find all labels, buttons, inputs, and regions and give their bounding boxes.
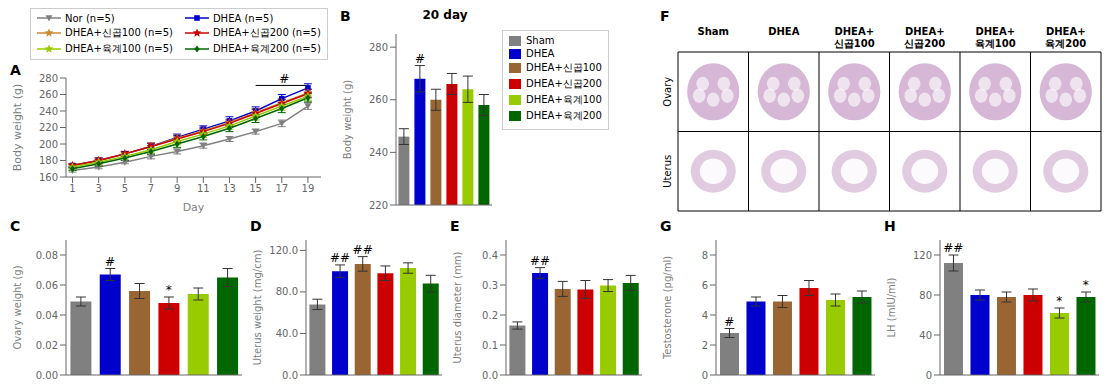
svg-text:0: 0 (926, 370, 932, 381)
svg-text:240: 240 (369, 147, 388, 158)
svg-text:160: 160 (39, 172, 58, 183)
html-text:20 day: 20 day (422, 8, 468, 22)
svg-text:0.06: 0.06 (36, 280, 58, 291)
svg-text:DHEA+육계100: DHEA+육계100 (975, 26, 1016, 49)
svg-text:DHEA+신곱100: DHEA+신곱100 (834, 26, 875, 49)
html-text:DHEA+육계100 (n=5): DHEA+육계100 (n=5) (65, 43, 173, 54)
svg-text:9: 9 (174, 183, 180, 194)
svg-text:#: # (415, 52, 425, 66)
svg-text:40: 40 (919, 330, 932, 341)
html-text:DHEA+신곱100 (n=5): DHEA+신곱100 (n=5) (65, 27, 173, 38)
html-text:F: F (660, 8, 670, 24)
svg-text:##: ## (330, 251, 350, 265)
svg-text:Testosterone (pg/ml): Testosterone (pg/ml) (662, 256, 673, 360)
svg-text:220: 220 (39, 122, 58, 133)
html-text:DHEA+육계100: DHEA+육계100 (526, 94, 602, 105)
svg-text:DHEA+신곱200: DHEA+신곱200 (904, 26, 945, 49)
html-text:B: B (340, 8, 351, 24)
svg-text:0.3: 0.3 (482, 280, 498, 291)
svg-text:Day: Day (183, 201, 205, 213)
svg-text:200: 200 (39, 139, 58, 150)
html-text:DHEA+신곱200 (n=5): DHEA+신곱200 (n=5) (212, 27, 321, 38)
svg-text:180: 180 (39, 155, 58, 166)
svg-text:3: 3 (96, 183, 102, 194)
svg-text:280: 280 (369, 42, 388, 53)
svg-text:0.04: 0.04 (36, 310, 58, 321)
svg-text:##: ## (353, 243, 373, 257)
svg-text:Uterus: Uterus (662, 155, 673, 188)
svg-text:##: ## (530, 254, 550, 268)
svg-text:2: 2 (702, 340, 708, 351)
svg-text:DHEA+육계200: DHEA+육계200 (1045, 26, 1086, 49)
svg-text:260: 260 (369, 94, 388, 105)
html-text:DHEA+육계200: DHEA+육계200 (526, 110, 602, 121)
svg-text:0.0: 0.0 (482, 370, 498, 381)
svg-text:Uterus weight (mg/cm): Uterus weight (mg/cm) (252, 250, 263, 366)
html-text:DHEA+육계200 (n=5): DHEA+육계200 (n=5) (212, 43, 321, 54)
svg-text:LH (mIU/ml): LH (mIU/ml) (886, 277, 897, 337)
svg-text:Sham: Sham (698, 26, 730, 37)
svg-text:0.0: 0.0 (282, 370, 298, 381)
svg-text:13: 13 (223, 183, 236, 194)
html-text:C: C (10, 218, 21, 234)
html-text:E: E (450, 218, 460, 234)
svg-text:DHEA: DHEA (768, 26, 800, 37)
svg-text:40.0: 40.0 (276, 328, 298, 339)
svg-text:280: 280 (39, 73, 58, 84)
html-text:A: A (10, 62, 21, 78)
svg-text:15: 15 (249, 183, 262, 194)
svg-text:Body weight (g): Body weight (g) (342, 80, 353, 160)
svg-text:260: 260 (39, 89, 58, 100)
svg-text:Ovary: Ovary (662, 77, 673, 107)
html-text:DHEA+신곱100: DHEA+신곱100 (526, 62, 602, 73)
svg-text:1: 1 (69, 183, 75, 194)
svg-text:#: # (279, 72, 289, 86)
html-text:G: G (660, 218, 672, 234)
svg-text:8: 8 (702, 250, 708, 261)
svg-text:0: 0 (702, 370, 708, 381)
svg-text:240: 240 (39, 106, 58, 117)
svg-text:120: 120 (913, 250, 932, 261)
svg-text:11: 11 (197, 183, 210, 194)
svg-text:#: # (724, 315, 734, 329)
svg-text:80.0: 80.0 (276, 286, 298, 297)
svg-text:*: * (166, 283, 172, 297)
html-text:Sham: Sham (526, 35, 555, 46)
svg-text:0.1: 0.1 (482, 340, 498, 351)
svg-text:17: 17 (275, 183, 288, 194)
svg-text:19: 19 (302, 183, 315, 194)
svg-text:Body weight (g): Body weight (g) (11, 84, 24, 171)
svg-text:0.4: 0.4 (482, 250, 498, 261)
svg-text:120.0: 120.0 (269, 245, 298, 256)
svg-text:#: # (105, 255, 115, 269)
svg-text:4: 4 (702, 310, 708, 321)
svg-text:0.02: 0.02 (36, 340, 58, 351)
html-text:H: H (884, 218, 896, 234)
svg-text:80: 80 (919, 290, 932, 301)
svg-text:##: ## (943, 241, 963, 255)
svg-text:0.08: 0.08 (36, 250, 58, 261)
svg-text:Uterus diameter (mm): Uterus diameter (mm) (452, 251, 463, 363)
svg-text:0.00: 0.00 (36, 370, 58, 381)
html-text:DHEA (n=5): DHEA (n=5) (212, 12, 274, 24)
svg-text:7: 7 (148, 183, 154, 194)
svg-text:Ovary weight (g): Ovary weight (g) (12, 265, 23, 349)
svg-text:6: 6 (702, 280, 708, 291)
html-text:Nor (n=5): Nor (n=5) (65, 12, 115, 24)
svg-text:*: * (1056, 294, 1062, 308)
html-text:DHEA+신곱200: DHEA+신곱200 (526, 78, 602, 89)
html-text:DHEA: DHEA (526, 48, 555, 59)
svg-text:0.2: 0.2 (482, 310, 498, 321)
svg-text:5: 5 (122, 183, 128, 194)
svg-text:*: * (1083, 278, 1089, 292)
html-text:D: D (250, 218, 262, 234)
svg-text:220: 220 (369, 200, 388, 211)
